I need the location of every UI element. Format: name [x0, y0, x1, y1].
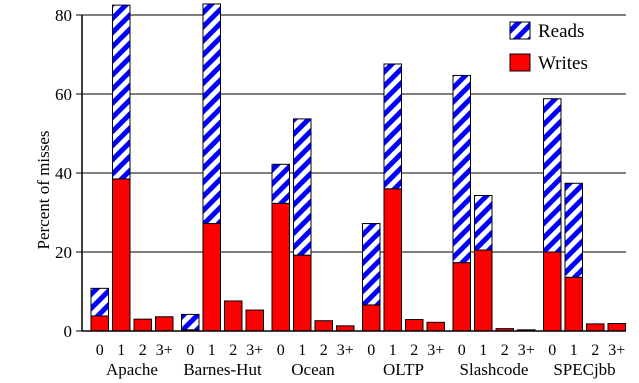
x-tick-label: 3+: [246, 342, 263, 359]
legend: Reads Writes: [509, 21, 588, 74]
bar-reads-slashcode-0: [452, 74, 471, 264]
bar-reads-specjbb-1: [564, 182, 583, 278]
y-tick-label: 60: [55, 85, 72, 104]
bar-writes-ocean-2: [314, 320, 333, 332]
bar-writes-ocean-3+: [336, 325, 355, 332]
group-label-oltp: OLTP: [383, 360, 424, 379]
y-axis-title: Percent of misses: [34, 131, 53, 250]
group-label-apache: Apache: [106, 360, 158, 379]
x-tick-label: 3+: [518, 342, 535, 359]
bar-reads-ocean-0: [271, 163, 290, 204]
x-tick-label: 1: [389, 342, 397, 359]
bar-reads-barnes-hut-1: [202, 3, 221, 225]
x-tick-label: 1: [208, 342, 216, 359]
legend-label-reads: Reads: [538, 21, 584, 42]
bar-reads-oltp-1: [383, 63, 402, 190]
x-tick-label: 2: [501, 342, 509, 359]
bar-writes-oltp-1: [383, 188, 402, 332]
bar-reads-slashcode-1: [474, 195, 493, 251]
bar-reads-apache-0: [90, 287, 109, 317]
x-tick-label: 0: [367, 342, 375, 359]
bar-writes-ocean-1: [293, 254, 312, 332]
x-tick-label: 1: [298, 342, 306, 359]
y-tick-label: 0: [64, 322, 73, 341]
bar-writes-apache-0: [90, 315, 109, 332]
bars: [90, 3, 626, 332]
group-label-specjbb: SPECjbb: [553, 360, 615, 379]
bar-writes-ocean-0: [271, 202, 290, 332]
bar-writes-barnes-hut-3+: [245, 309, 264, 332]
x-tick-label: 2: [410, 342, 418, 359]
bar-writes-oltp-2: [405, 319, 424, 332]
x-tick-label: 2: [320, 342, 328, 359]
x-tick-label: 0: [96, 342, 104, 359]
bar-writes-specjbb-3+: [607, 322, 626, 332]
gridlines: [82, 14, 626, 253]
bar-writes-apache-3+: [155, 316, 174, 332]
bar-reads-apache-1: [112, 4, 131, 180]
bar-writes-specjbb-1: [564, 276, 583, 332]
group-label-ocean: Ocean: [291, 360, 335, 379]
x-tick-label: 2: [591, 342, 599, 359]
bar-reads-specjbb-0: [543, 98, 562, 253]
x-tick-label: 1: [117, 342, 125, 359]
bar-reads-barnes-hut-0: [181, 313, 200, 331]
bar-writes-barnes-hut-2: [224, 300, 243, 332]
legend-swatch-writes: [509, 53, 531, 72]
bar-writes-slashcode-1: [474, 249, 493, 332]
group-label-slashcode: Slashcode: [460, 360, 529, 379]
x-tick-label: 3+: [608, 342, 625, 359]
bar-reads-ocean-1: [293, 118, 312, 256]
x-tick-label: 2: [229, 342, 237, 359]
x-tick-label: 2: [139, 342, 147, 359]
bar-writes-specjbb-0: [543, 251, 562, 332]
axes: [76, 14, 626, 332]
x-tick-label: 0: [186, 342, 194, 359]
x-tick-label: 3+: [156, 342, 173, 359]
group-label-barnes-hut: Barnes-Hut: [183, 360, 262, 379]
bar-writes-barnes-hut-1: [202, 223, 221, 332]
x-tick-label: 0: [548, 342, 556, 359]
x-tick-label: 1: [570, 342, 578, 359]
y-tick-label: 80: [55, 6, 72, 25]
x-tick-label: 1: [479, 342, 487, 359]
x-tick-label: 3+: [427, 342, 444, 359]
bar-writes-slashcode-0: [452, 262, 471, 332]
bar-writes-specjbb-2: [586, 323, 605, 332]
y-tick-label: 40: [55, 164, 72, 183]
bar-writes-oltp-0: [362, 304, 381, 332]
y-tick-label: 20: [55, 243, 72, 262]
bar-writes-apache-1: [112, 178, 131, 332]
bar-reads-oltp-0: [362, 223, 381, 306]
x-tick-label: 0: [277, 342, 285, 359]
x-tick-label: 3+: [337, 342, 354, 359]
legend-swatch-reads: [509, 21, 531, 40]
bar-writes-oltp-3+: [426, 321, 445, 332]
bar-writes-apache-2: [133, 318, 152, 332]
x-tick-label: 0: [458, 342, 466, 359]
legend-label-writes: Writes: [538, 53, 588, 74]
